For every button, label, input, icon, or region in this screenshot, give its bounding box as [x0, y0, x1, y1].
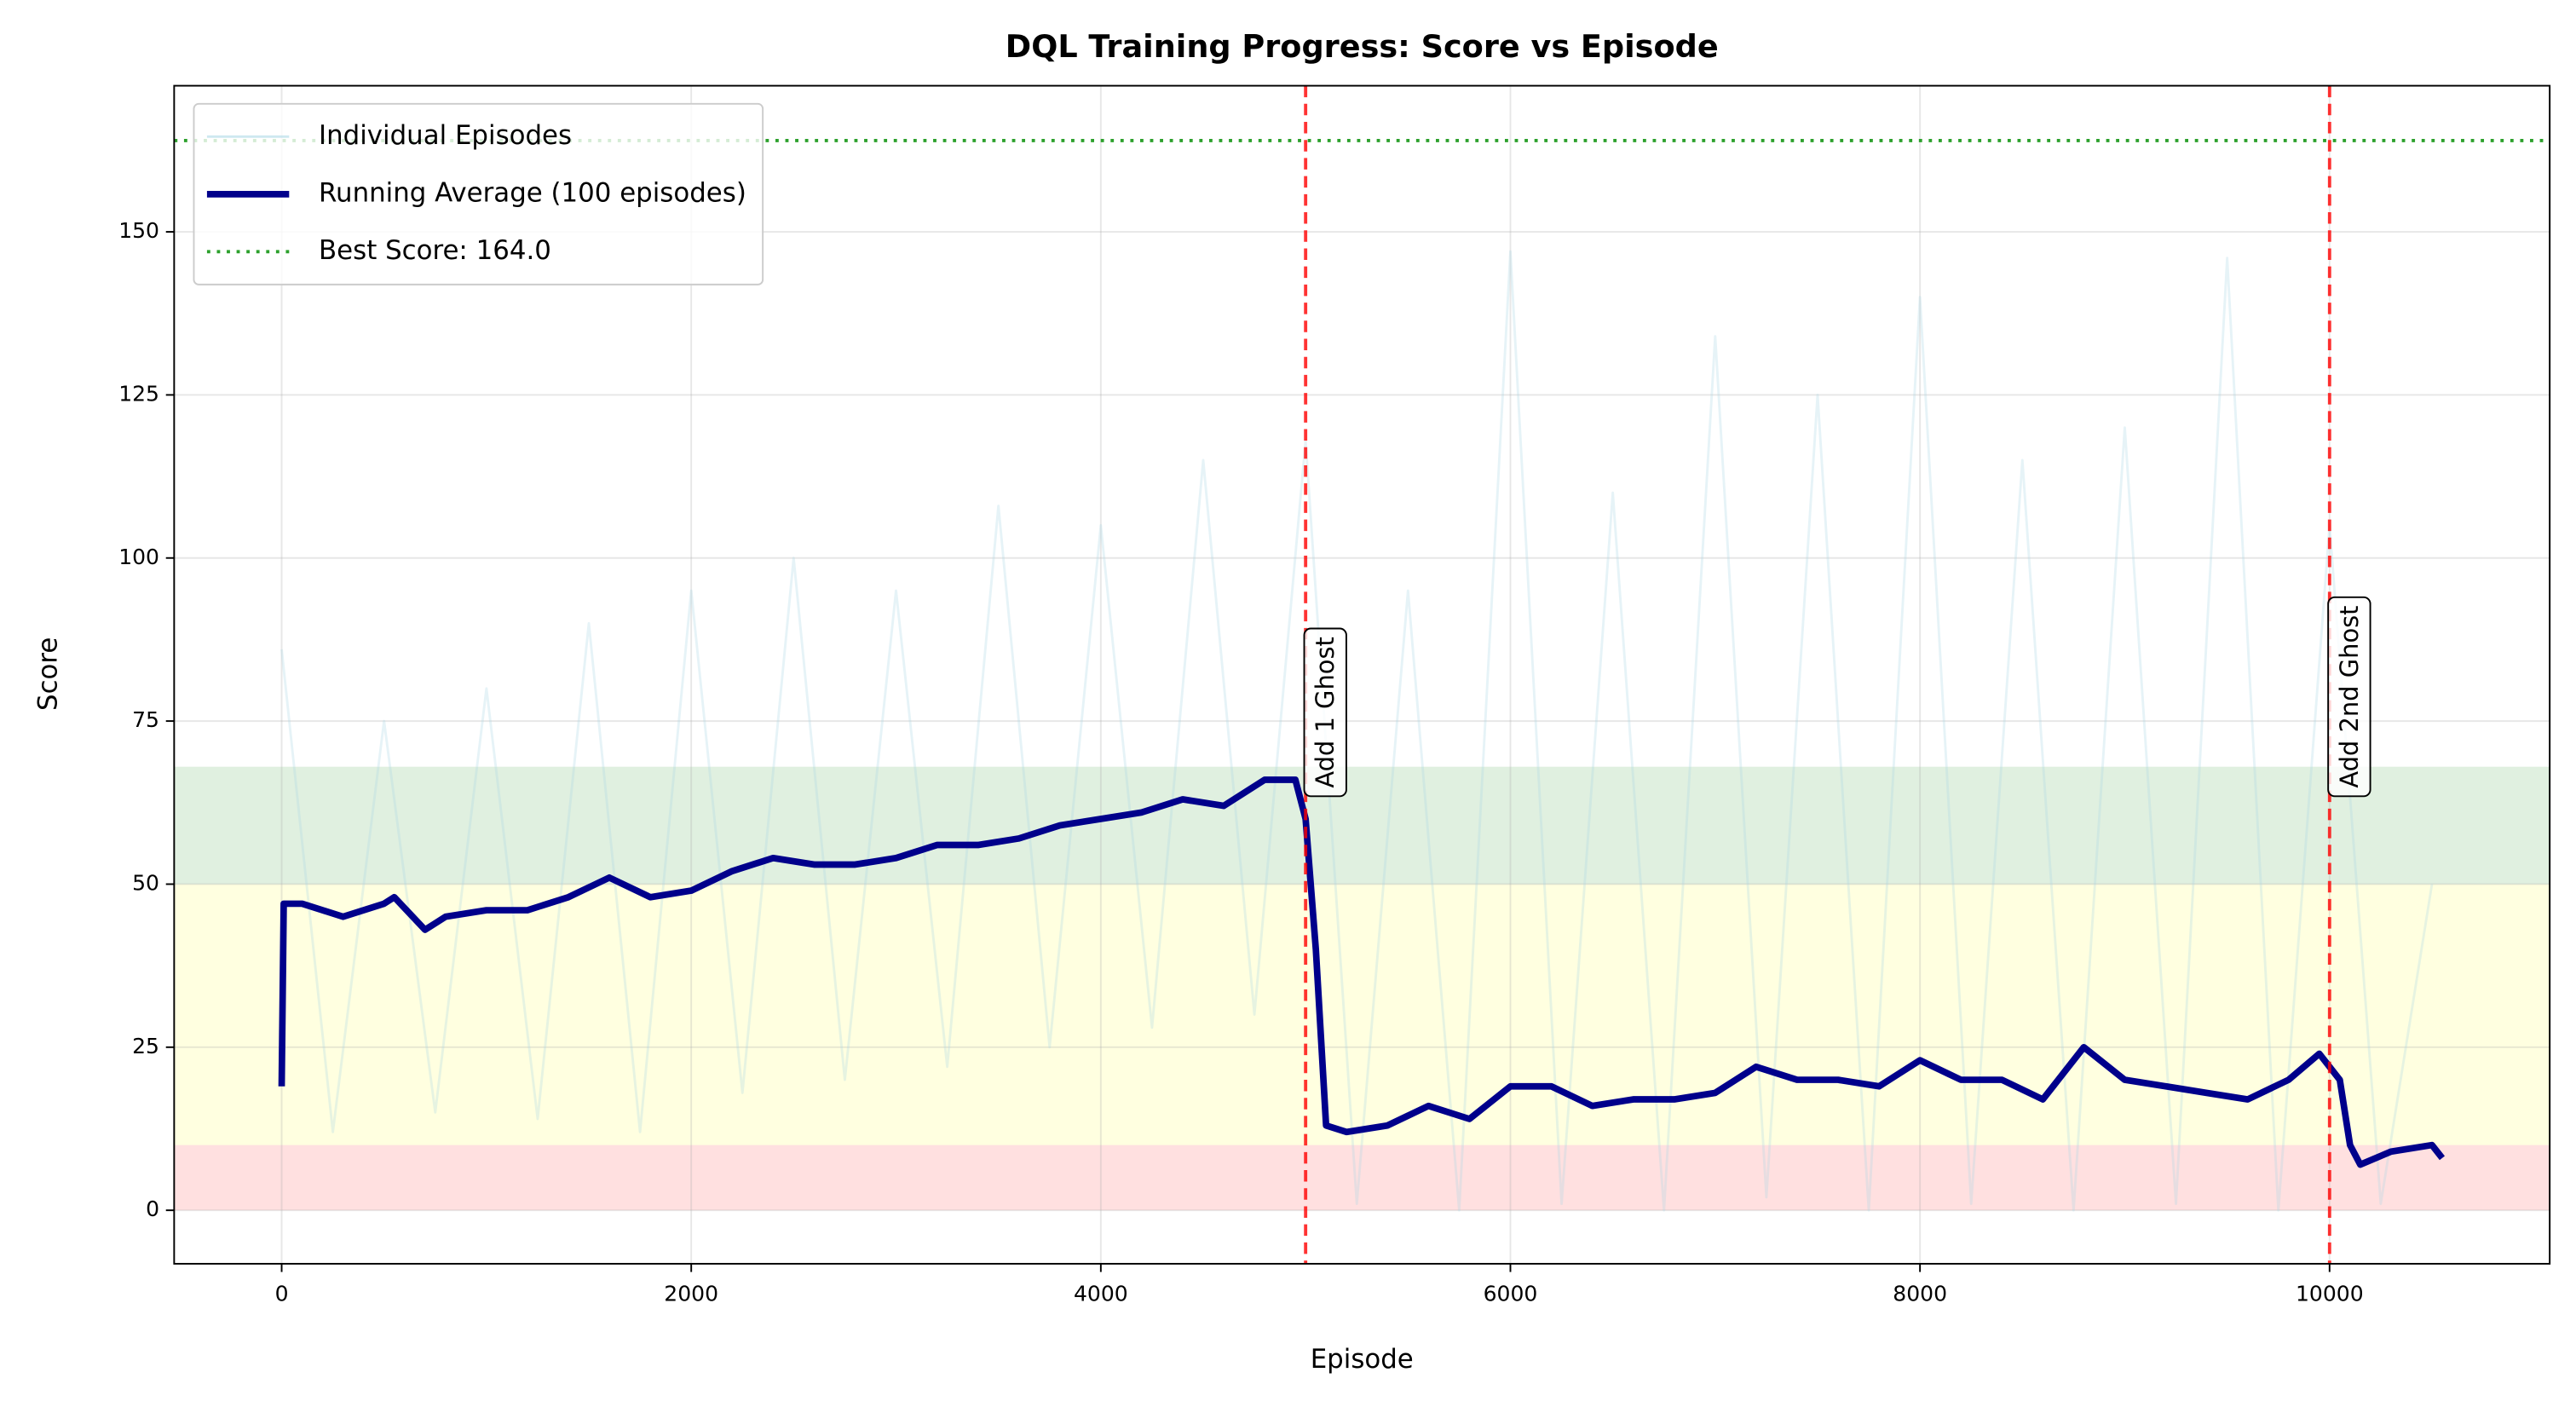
y-axis-label: Score [32, 637, 63, 711]
annotation-label: Add 2nd Ghost [2335, 605, 2364, 787]
y-tick-label: 150 [118, 218, 159, 243]
y-tick-label: 50 [132, 870, 159, 895]
score-band [174, 766, 2550, 885]
annotation-label: Add 1 Ghost [1311, 637, 1340, 788]
y-tick-label: 100 [118, 545, 159, 569]
plot-frame [173, 84, 2551, 1265]
x-tick-label: 0 [275, 1282, 289, 1306]
legend: Individual Episodes Running Average (100 … [193, 102, 764, 285]
series-line [280, 250, 2434, 1212]
legend-label: Running Average (100 episodes) [319, 177, 746, 208]
legend-box [193, 102, 764, 285]
chart-title: DQL Training Progress: Score vs Episode [1006, 28, 1719, 65]
score-band [174, 1145, 2550, 1211]
annotation-box [2327, 596, 2371, 798]
y-tick-label: 25 [132, 1034, 159, 1058]
x-tick-label: 10000 [2296, 1282, 2364, 1306]
y-tick-label: 125 [118, 381, 159, 406]
legend-label: Individual Episodes [319, 120, 572, 151]
x-axis-label: Episode [1311, 1344, 1414, 1375]
series-line [278, 776, 2446, 1168]
legend-label: Best Score: 164.0 [319, 235, 551, 266]
y-tick-label: 75 [132, 707, 159, 732]
x-tick-label: 6000 [1484, 1282, 1538, 1306]
y-tick-label: 0 [146, 1197, 159, 1221]
score-band [174, 884, 2550, 1145]
x-tick-label: 4000 [1074, 1282, 1128, 1306]
annotation: Add 1 Ghost [1303, 627, 1347, 798]
x-tick-label: 8000 [1893, 1282, 1947, 1306]
annotation-box [1303, 627, 1347, 798]
annotation: Add 2nd Ghost [2327, 596, 2371, 798]
plot-area [174, 85, 2550, 1264]
x-tick-label: 2000 [664, 1282, 718, 1306]
